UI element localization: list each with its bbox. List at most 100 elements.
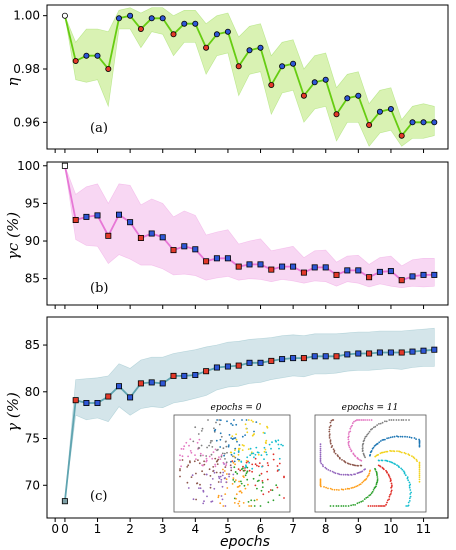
inset-point <box>408 486 411 489</box>
inset-point <box>416 460 418 462</box>
inset-point <box>262 431 265 434</box>
panel-b-point <box>94 212 101 219</box>
panel-b-point <box>290 263 297 270</box>
inset-point <box>245 465 248 468</box>
inset-point <box>225 461 228 464</box>
panel-c-point <box>235 362 242 369</box>
inset-point <box>203 473 206 476</box>
inset-point <box>319 483 322 486</box>
inset-point <box>237 450 240 453</box>
inset-point <box>371 490 374 493</box>
inset-point <box>183 445 186 448</box>
panel-a-point <box>224 28 231 35</box>
inset-point <box>203 463 206 466</box>
inset-point <box>283 497 285 499</box>
inset-point <box>347 443 350 445</box>
inset-point <box>319 447 322 450</box>
panel-c-point <box>94 399 101 406</box>
panel-a-point <box>376 108 383 115</box>
inset-point <box>341 459 343 461</box>
inset-point <box>373 505 376 507</box>
inset-point <box>237 502 240 505</box>
inset-point <box>402 470 405 472</box>
inset-point <box>240 482 243 485</box>
inset-point <box>367 474 370 477</box>
inset-point <box>376 474 378 476</box>
inset-point <box>276 470 279 472</box>
panel-a-band <box>64 7 435 147</box>
panel-c-frame <box>46 316 449 519</box>
inset-point <box>373 487 376 490</box>
inset-point <box>224 477 227 479</box>
inset-point <box>266 478 269 481</box>
inset-point <box>401 468 404 471</box>
inset-point <box>242 502 245 504</box>
inset-point <box>278 447 280 450</box>
inset-point <box>368 419 371 421</box>
panel-c-point <box>376 349 383 356</box>
panel-c-point <box>420 347 427 354</box>
inset-point <box>209 483 212 486</box>
inset-point <box>356 464 358 467</box>
inset-point <box>208 455 211 458</box>
panel-c-point <box>333 353 340 360</box>
inset-point <box>320 462 323 465</box>
inset-point <box>406 436 409 438</box>
inset-point <box>230 469 233 472</box>
panel-b-plot: 85 90 95 100 <box>17 159 438 309</box>
inset-point <box>197 459 199 461</box>
inset-point <box>243 444 245 447</box>
inset-point <box>223 452 226 455</box>
inset-point <box>398 466 400 469</box>
inset-point <box>367 505 370 507</box>
inset-epochs-11: epochs = 11 <box>314 403 427 513</box>
inset-point <box>371 505 374 507</box>
inset-point <box>407 505 409 507</box>
inset-point <box>217 494 220 497</box>
inset-point <box>222 468 224 471</box>
inset-point <box>180 448 183 450</box>
inset-point <box>319 457 322 460</box>
inset-point <box>387 437 390 439</box>
inset-point <box>214 448 217 451</box>
panel-a-point <box>300 92 307 99</box>
inset-point <box>266 470 268 473</box>
inset-point <box>352 486 354 489</box>
inset-point <box>325 467 328 470</box>
inset-point <box>217 496 220 499</box>
inset-0-scatter <box>179 419 285 507</box>
inset-point <box>209 475 212 477</box>
inset-point <box>379 452 382 455</box>
inset-point <box>397 419 400 421</box>
panel-c-ytick-label: 70 <box>25 478 40 492</box>
inset-point <box>233 466 236 469</box>
inset-point <box>219 458 222 460</box>
panel-a-point <box>148 15 155 22</box>
inset-point <box>263 458 265 461</box>
panel-a-point <box>366 122 373 129</box>
inset-point <box>319 459 322 462</box>
inset-point <box>340 488 343 491</box>
inset-point <box>350 449 353 452</box>
inset-point <box>319 445 322 448</box>
inset-point <box>418 463 421 465</box>
inset-point <box>384 459 387 462</box>
inset-0-title: epochs = 0 <box>211 403 262 413</box>
inset-point <box>319 479 322 482</box>
inset-point <box>214 465 217 468</box>
inset-point <box>217 481 220 483</box>
inset-point <box>362 442 365 445</box>
inset-point <box>251 452 253 455</box>
inset-point <box>358 501 361 504</box>
inset-point <box>201 470 204 473</box>
inset-point <box>400 451 403 454</box>
x-tick-label: 3 <box>159 522 167 536</box>
inset-point <box>253 430 255 433</box>
inset-point <box>197 433 200 435</box>
panel-b-ytick-label: 100 <box>17 159 40 173</box>
inset-point <box>179 454 181 457</box>
panel-c-point <box>387 349 394 356</box>
inset-point <box>370 428 372 431</box>
inset-point <box>221 452 224 455</box>
